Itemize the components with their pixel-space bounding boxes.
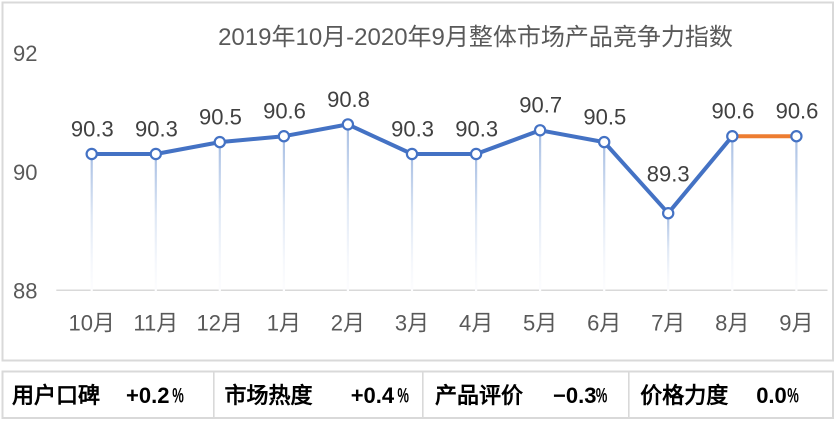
svg-text:90.5: 90.5 bbox=[583, 105, 626, 130]
svg-text:90.3: 90.3 bbox=[71, 116, 114, 141]
svg-text:90: 90 bbox=[13, 160, 37, 185]
svg-text:2019年10月-2020年9月整体市场产品竞争力指数: 2019年10月-2020年9月整体市场产品竞争力指数 bbox=[218, 24, 733, 51]
svg-text:90.3: 90.3 bbox=[135, 116, 178, 141]
svg-text:−0.3: −0.3 bbox=[553, 383, 596, 408]
svg-text:价格力度: 价格力度 bbox=[640, 383, 729, 408]
svg-text:+0.2: +0.2 bbox=[126, 383, 169, 408]
svg-text:88: 88 bbox=[13, 278, 37, 303]
svg-text:6月: 6月 bbox=[587, 311, 621, 336]
svg-text:4月: 4月 bbox=[459, 311, 493, 336]
svg-text:1月: 1月 bbox=[267, 311, 301, 336]
svg-text:市场热度: 市场热度 bbox=[225, 383, 314, 408]
svg-text:2月: 2月 bbox=[331, 311, 365, 336]
svg-text:92: 92 bbox=[13, 41, 37, 66]
svg-text:%: % bbox=[172, 383, 184, 407]
svg-text:89.3: 89.3 bbox=[647, 162, 690, 187]
svg-text:90.8: 90.8 bbox=[327, 87, 370, 112]
svg-text:90.6: 90.6 bbox=[711, 99, 754, 124]
svg-text:10月: 10月 bbox=[68, 311, 114, 336]
svg-text:11月: 11月 bbox=[133, 311, 178, 336]
svg-text:8月: 8月 bbox=[715, 311, 749, 336]
svg-text:3月: 3月 bbox=[395, 311, 429, 336]
svg-text:9月: 9月 bbox=[779, 311, 813, 336]
svg-text:90.3: 90.3 bbox=[391, 116, 434, 141]
svg-text:7月: 7月 bbox=[651, 311, 685, 336]
svg-text:%: % bbox=[397, 383, 409, 407]
svg-text:90.3: 90.3 bbox=[455, 116, 498, 141]
svg-text:用户口碑: 用户口碑 bbox=[12, 383, 100, 408]
svg-text:+0.4: +0.4 bbox=[351, 383, 395, 408]
svg-text:90.7: 90.7 bbox=[519, 93, 562, 118]
svg-text:0.0: 0.0 bbox=[756, 383, 787, 408]
svg-text:90.5: 90.5 bbox=[199, 105, 242, 130]
svg-text:90.6: 90.6 bbox=[776, 99, 819, 124]
svg-text:5月: 5月 bbox=[523, 311, 557, 336]
svg-text:12月: 12月 bbox=[197, 311, 243, 336]
svg-text:%: % bbox=[787, 383, 799, 407]
svg-text:%: % bbox=[596, 383, 608, 407]
svg-text:90.6: 90.6 bbox=[263, 99, 306, 124]
svg-text:产品评价: 产品评价 bbox=[435, 383, 524, 408]
